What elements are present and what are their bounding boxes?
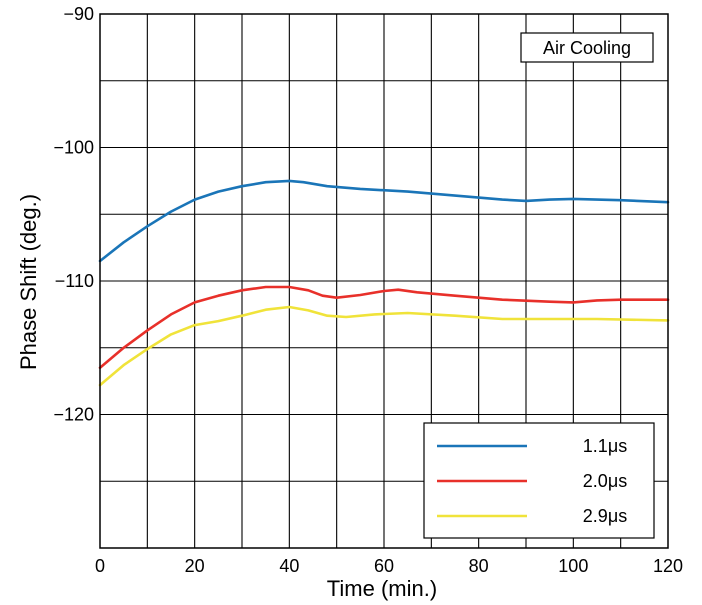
- y-tick-label: −120: [53, 405, 94, 425]
- x-tick-label: 20: [185, 556, 205, 576]
- y-tick-label: −110: [55, 271, 94, 291]
- y-tick-label: −90: [63, 4, 94, 24]
- annotation-box: Air Cooling: [520, 32, 654, 63]
- x-tick-label: 120: [653, 556, 683, 576]
- plot-frame: [99, 13, 669, 549]
- y-tick-label: −100: [53, 138, 94, 158]
- grid: [100, 14, 668, 548]
- x-tick-labels: 0 20 40 60 80 100 120: [95, 556, 683, 576]
- series-line: [98, 179, 670, 263]
- series-line: [98, 305, 670, 387]
- legend-label: 2.0μs: [583, 471, 627, 491]
- x-tick-label: 0: [95, 556, 105, 576]
- legend: 1.1μs 2.0μs 2.9μs: [423, 422, 655, 539]
- x-tick-label: 40: [279, 556, 299, 576]
- series-line: [98, 285, 670, 370]
- y-tick-labels: −90 −100 −110 −120: [53, 4, 94, 425]
- x-tick-label: 60: [374, 556, 394, 576]
- legend-label: 1.1μs: [583, 436, 627, 456]
- x-tick-label: 80: [469, 556, 489, 576]
- annotation-label: Air Cooling: [543, 38, 631, 58]
- legend-label: 2.9μs: [583, 506, 627, 526]
- x-tick-label: 100: [558, 556, 588, 576]
- x-axis-label: Time (min.): [327, 576, 437, 601]
- series-lines: [98, 179, 670, 387]
- y-axis-label: Phase Shift (deg.): [16, 194, 41, 370]
